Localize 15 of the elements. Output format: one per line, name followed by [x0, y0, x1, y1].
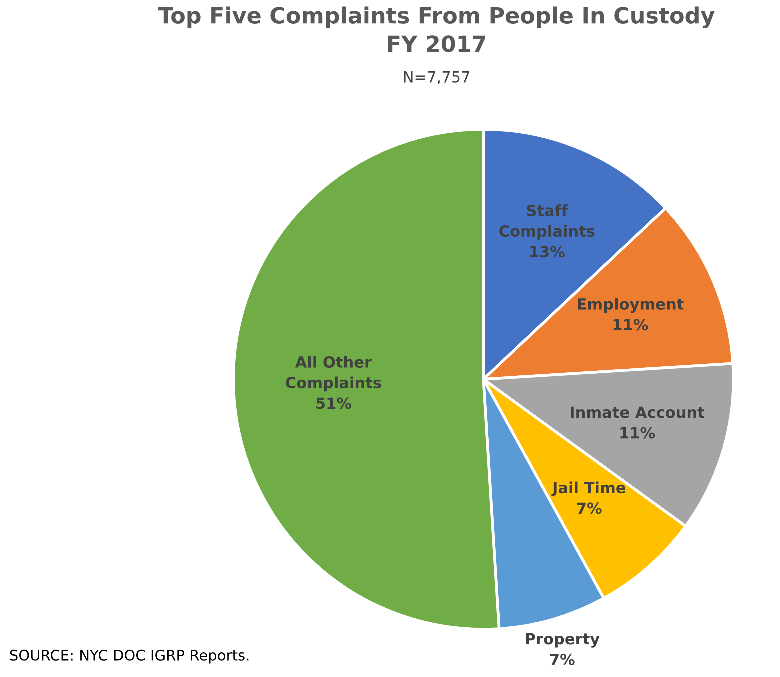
chart-subtitle: N=7,757 [404, 72, 470, 84]
data-label: 11% [614, 319, 648, 331]
slice-label: Jail Time [552, 482, 626, 496]
data-label: 51% [316, 398, 352, 410]
data-label: 11% [620, 427, 656, 439]
slice-label: Inmate Account [571, 406, 705, 418]
data-label: 13% [530, 246, 565, 258]
slice-label: Property [526, 633, 600, 648]
slice-label: All Other Complaints [286, 356, 382, 392]
data-label: 7% [550, 654, 575, 666]
chart-title: Top Five Complaints From People In Custody FY 2017 [158, 6, 715, 52]
source-note: SOURCE: NYC DOC IGRP Reports. [10, 650, 249, 664]
slice-label: Staff Complaints [500, 204, 595, 240]
slice-label: Employment [578, 298, 684, 314]
data-label: 7% [577, 502, 602, 514]
